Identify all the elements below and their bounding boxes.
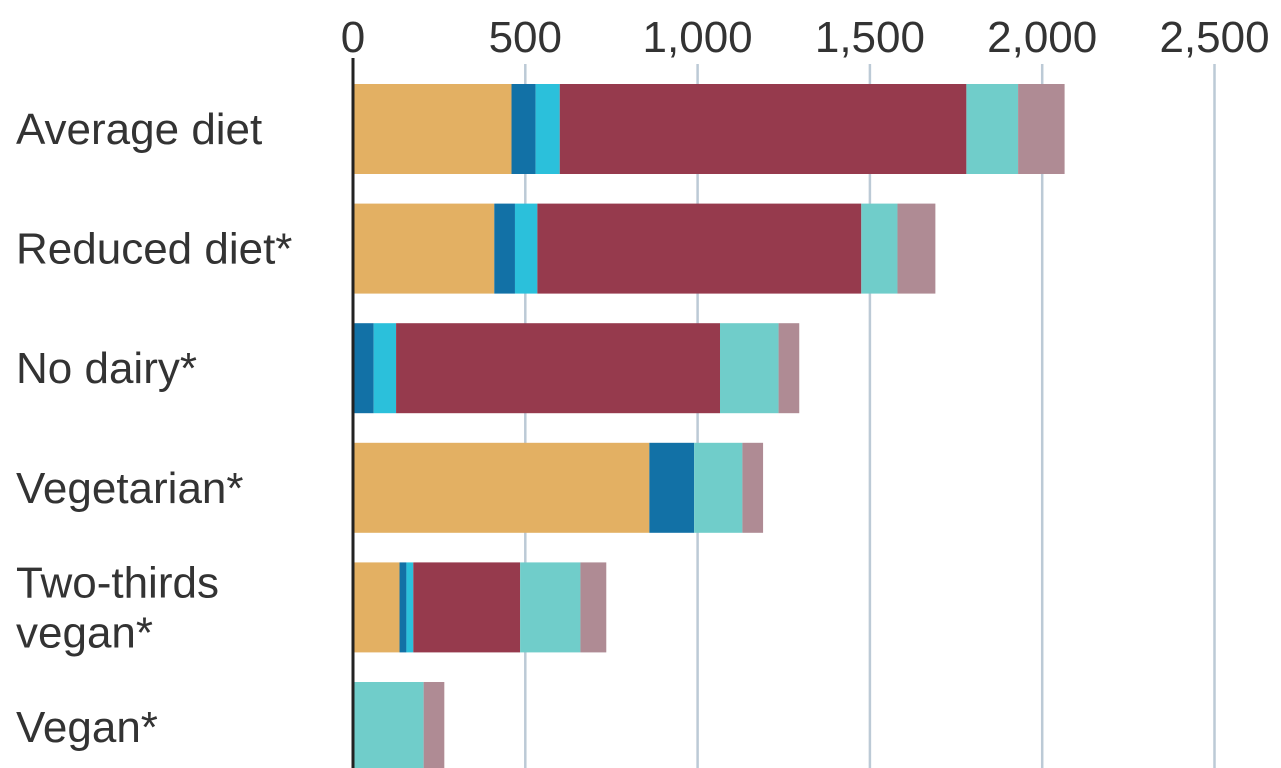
- bar-segment: [966, 84, 1019, 174]
- category-label: vegan*: [16, 608, 153, 657]
- x-tick-label: 0: [341, 13, 365, 62]
- category-label: Reduced diet*: [16, 225, 292, 274]
- bar-segment: [535, 84, 560, 174]
- category-label: Vegan*: [16, 703, 158, 752]
- category-labels: Average diet Reduced diet* No dairy* Vegeta…: [16, 105, 292, 752]
- bar-segment: [353, 323, 374, 414]
- bar-segment: [537, 203, 862, 294]
- bar-segment: [580, 562, 607, 653]
- bar-segment: [1018, 84, 1065, 174]
- bar-segment: [353, 442, 650, 533]
- x-tick-label: 500: [489, 13, 562, 62]
- x-tick-label: 1,000: [643, 13, 753, 62]
- bar-segment: [514, 203, 538, 294]
- x-tick-label: 2,500: [1159, 13, 1269, 62]
- bar-segment: [373, 323, 397, 414]
- bar-segment: [353, 562, 400, 653]
- category-label: Two-thirds: [16, 558, 219, 607]
- x-tick-labels: 0 500 1,000 1,500 2,000 2,500: [341, 13, 1270, 62]
- bar-segment: [353, 84, 512, 174]
- category-label: Average diet: [16, 105, 262, 154]
- bar-segment: [649, 442, 695, 533]
- bar-segment: [406, 562, 414, 653]
- bar-segment: [742, 442, 764, 533]
- category-label: Vegetarian*: [16, 464, 244, 513]
- bar-segment: [353, 682, 424, 768]
- bar-segment: [719, 323, 779, 414]
- bar-segment: [861, 203, 898, 294]
- bar-segment: [413, 562, 521, 653]
- bar-segment: [353, 203, 495, 294]
- x-tick-label: 2,000: [987, 13, 1097, 62]
- bar-segment: [511, 84, 536, 174]
- bar-segment: [494, 203, 515, 294]
- category-label: No dairy*: [16, 344, 197, 393]
- bar-segment: [423, 682, 445, 768]
- bar-segment: [399, 562, 407, 653]
- bar-segment: [396, 323, 720, 414]
- bar-segment: [694, 442, 743, 533]
- x-tick-label: 1,500: [815, 13, 925, 62]
- bar-segment: [897, 203, 936, 294]
- bars: [353, 84, 1065, 768]
- bar-segment: [778, 323, 800, 414]
- bar-segment: [520, 562, 581, 653]
- bar-segment: [559, 84, 967, 174]
